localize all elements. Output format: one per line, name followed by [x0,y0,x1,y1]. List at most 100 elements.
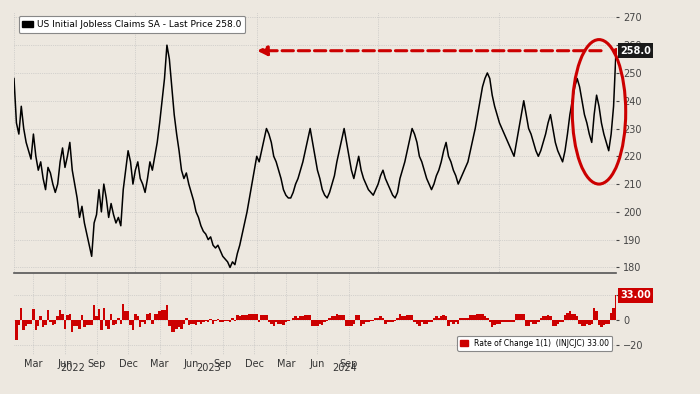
Bar [474,315,477,320]
Bar [93,305,95,320]
Bar [47,310,49,320]
Bar [209,319,212,320]
Bar [307,315,309,320]
Bar [418,320,421,326]
Bar [120,320,122,324]
Bar [181,320,183,329]
Bar [612,308,615,320]
Bar [234,320,236,321]
Bar [122,304,125,320]
Bar [285,320,287,322]
Bar [30,320,32,324]
Bar [248,314,251,320]
Legend: Rate of Change 1(1)  (INJCJC) 33.00: Rate of Change 1(1) (INJCJC) 33.00 [457,336,612,351]
Bar [297,318,299,320]
Bar [166,305,168,320]
Bar [500,320,503,322]
Bar [442,315,445,320]
Bar [115,320,117,324]
Bar [239,316,241,320]
Bar [452,320,454,324]
Bar [382,318,384,320]
Bar [151,320,153,324]
Bar [15,320,18,340]
Bar [350,320,353,326]
Bar [583,320,586,326]
Bar [384,320,386,324]
Bar [508,320,510,322]
Bar [185,318,188,320]
Bar [596,311,598,320]
Bar [496,320,498,324]
Bar [552,320,554,326]
Bar [338,315,340,320]
Bar [156,314,158,320]
Bar [573,314,576,320]
Bar [323,320,326,322]
Bar [39,316,42,320]
Bar [484,316,486,320]
Bar [348,320,350,326]
Bar [518,314,520,320]
Bar [409,315,411,320]
Bar [226,320,229,321]
Bar [605,320,608,324]
Bar [295,316,297,320]
Bar [83,320,85,327]
Bar [576,316,578,320]
Bar [353,320,355,324]
Bar [214,320,217,321]
Bar [561,320,564,322]
Bar [430,320,433,322]
Bar [173,320,176,333]
Legend: US Initial Jobless Claims SA - Last Price 258.0: US Initial Jobless Claims SA - Last Pric… [18,16,246,33]
Bar [477,314,479,320]
Bar [153,314,156,320]
Bar [299,316,302,320]
Bar [360,320,363,326]
Text: 2023: 2023 [196,363,220,373]
Bar [340,315,343,320]
Bar [578,320,581,324]
Bar [178,320,181,327]
Bar [426,320,428,324]
Bar [365,320,368,322]
Bar [262,315,265,320]
Text: 33.00: 33.00 [620,290,651,300]
Bar [389,320,391,322]
Bar [146,314,148,320]
Bar [603,320,605,325]
Bar [59,310,62,320]
Bar [464,318,467,320]
Bar [472,315,474,320]
Bar [221,320,224,322]
Bar [588,320,591,325]
Bar [251,314,253,320]
Bar [132,320,134,330]
Bar [158,311,161,320]
Bar [510,320,513,322]
Bar [377,318,379,320]
Bar [103,308,105,320]
Bar [134,314,136,320]
Bar [435,316,438,320]
Bar [416,320,418,324]
Bar [270,320,272,324]
Bar [275,320,277,322]
Bar [168,320,171,326]
Text: 2022: 2022 [60,363,85,373]
Bar [42,320,44,327]
Bar [503,320,505,322]
Bar [163,310,166,320]
Bar [428,320,430,322]
Bar [547,315,550,320]
Bar [280,320,282,324]
Bar [449,320,452,322]
Bar [401,316,404,320]
Bar [345,320,348,326]
Bar [193,320,195,324]
Bar [532,320,535,324]
Bar [312,320,314,326]
Bar [459,318,462,320]
Text: 258.0: 258.0 [620,46,651,56]
